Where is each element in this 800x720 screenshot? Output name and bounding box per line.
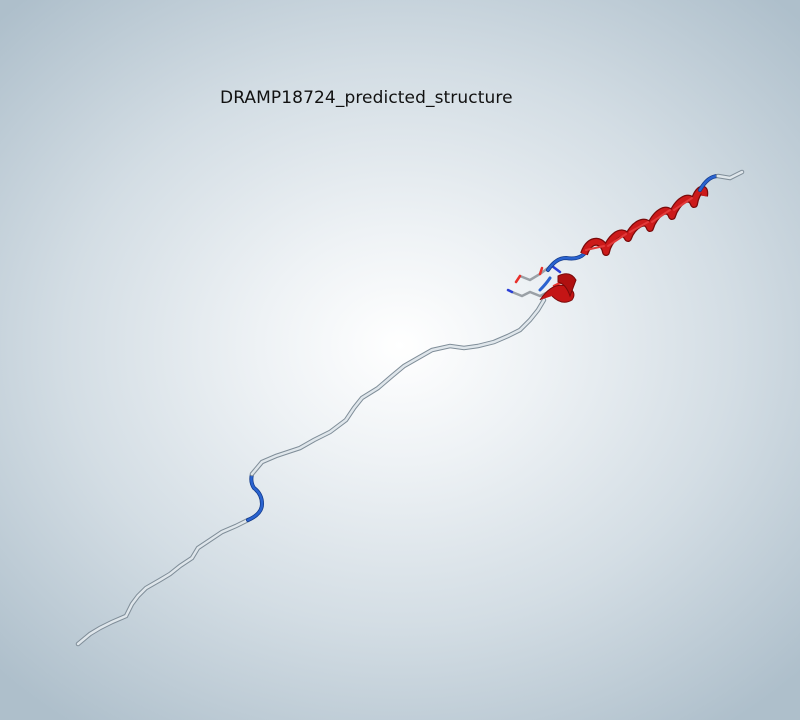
turn-segment-lower (246, 472, 265, 522)
coil-segment-middle (249, 297, 547, 477)
turn-segment-upper (538, 252, 586, 292)
helix-segment-short (539, 273, 577, 303)
coil-segment-lower (75, 517, 251, 647)
helix-segment-long (580, 185, 709, 256)
coil-segment-c-terminal (698, 169, 745, 192)
structure-title: DRAMP18724_predicted_structure (220, 88, 513, 108)
